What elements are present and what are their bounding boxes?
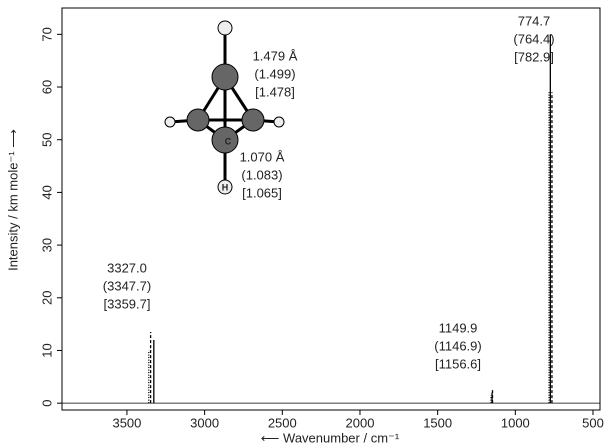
x-tick-label: 3000: [190, 415, 219, 430]
y-tick-label: 60: [39, 80, 54, 94]
x-tick-label: 2500: [268, 415, 297, 430]
atom-label: C: [225, 136, 232, 146]
y-tick-label: 50: [39, 132, 54, 146]
atom-label: H: [222, 182, 229, 192]
peak-annotation: [782.9]: [514, 49, 554, 64]
bond-label: [1.065]: [242, 185, 282, 200]
x-tick-label: 1000: [501, 415, 530, 430]
x-tick-label: 2000: [346, 415, 375, 430]
peak-annotation: 774.7: [518, 13, 551, 28]
x-tick-label: 500: [582, 415, 604, 430]
peak-annotation: [3359.7]: [104, 296, 151, 311]
y-tick-label: 30: [39, 238, 54, 252]
bond-label: 1.479 Å: [253, 48, 298, 63]
peak-annotation: (3347.7): [103, 278, 151, 293]
y-tick-label: 0: [39, 400, 54, 407]
x-tick-label: 3500: [112, 415, 141, 430]
peak-annotation: [1156.6]: [435, 356, 481, 371]
chart: ⟵ Wavenumber / cm⁻¹ Intensity / km mole⁻…: [0, 0, 611, 448]
bond-label: (1.083): [241, 167, 282, 182]
y-tick-label: 20: [39, 291, 54, 305]
plot-frame: [62, 8, 600, 410]
bond-label: [1.478]: [255, 84, 295, 99]
x-tick-label: 1500: [423, 415, 452, 430]
peak-annotation: (764.4): [513, 31, 554, 46]
y-axis-label: Intensity / km mole⁻¹ ⟶: [5, 129, 20, 271]
bond-label: 1.070 Å: [240, 149, 285, 164]
y-tick-label: 70: [39, 27, 54, 41]
peak-annotation: 3327.0: [107, 260, 147, 275]
y-tick-label: 40: [39, 185, 54, 199]
x-axis-label: ⟵ Wavenumber / cm⁻¹: [261, 430, 400, 445]
peak-annotation: (1146.9): [434, 338, 481, 353]
peak-annotation: 1149.9: [439, 320, 478, 335]
y-tick-label: 10: [39, 343, 54, 357]
bond-label: (1.499): [254, 66, 295, 81]
